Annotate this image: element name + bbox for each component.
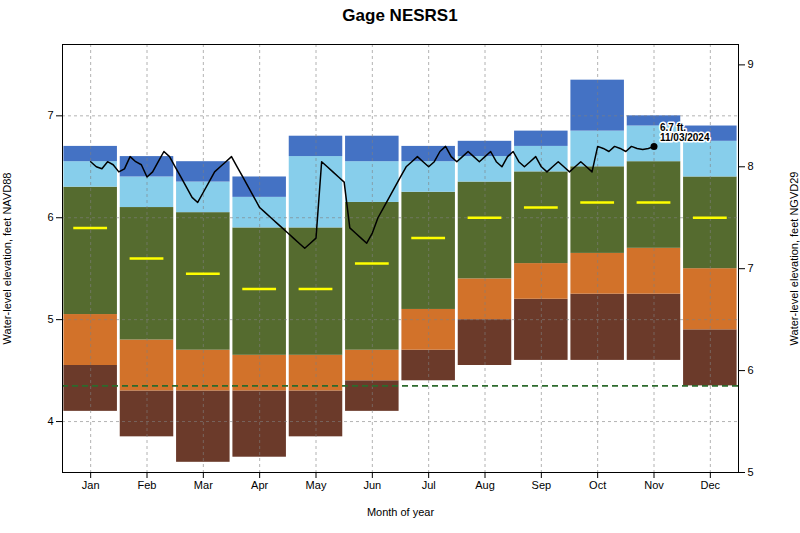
- svg-text:4: 4: [47, 415, 53, 427]
- svg-text:Mar: Mar: [194, 479, 213, 491]
- svg-text:Water-level elevation, feet NA: Water-level elevation, feet NAVD88: [1, 173, 13, 345]
- svg-text:Apr: Apr: [251, 479, 268, 491]
- svg-text:5: 5: [748, 466, 754, 478]
- svg-text:Feb: Feb: [138, 479, 157, 491]
- svg-text:5: 5: [47, 313, 53, 325]
- svg-text:May: May: [306, 479, 327, 491]
- svg-text:Sep: Sep: [532, 479, 552, 491]
- svg-text:6.7 ft.11/03/2024: 6.7 ft.11/03/2024: [660, 122, 710, 143]
- html-text:Gage NESRS1: Gage NESRS1: [342, 6, 458, 25]
- svg-text:Aug: Aug: [475, 479, 495, 491]
- svg-text:Month of year: Month of year: [367, 506, 435, 518]
- svg-text:8: 8: [748, 160, 754, 172]
- svg-text:Oct: Oct: [589, 479, 606, 491]
- svg-text:Dec: Dec: [701, 479, 721, 491]
- svg-text:Nov: Nov: [644, 479, 664, 491]
- svg-text:7: 7: [47, 109, 53, 121]
- svg-text:Jun: Jun: [363, 479, 381, 491]
- svg-text:6: 6: [47, 211, 53, 223]
- svg-text:Jan: Jan: [82, 479, 100, 491]
- svg-text:9: 9: [748, 58, 754, 70]
- svg-text:Jul: Jul: [422, 479, 436, 491]
- svg-text:7: 7: [748, 262, 754, 274]
- svg-text:6: 6: [748, 364, 754, 376]
- svg-text:Water-level elevation, feet NG: Water-level elevation, feet NGVD29: [788, 172, 800, 346]
